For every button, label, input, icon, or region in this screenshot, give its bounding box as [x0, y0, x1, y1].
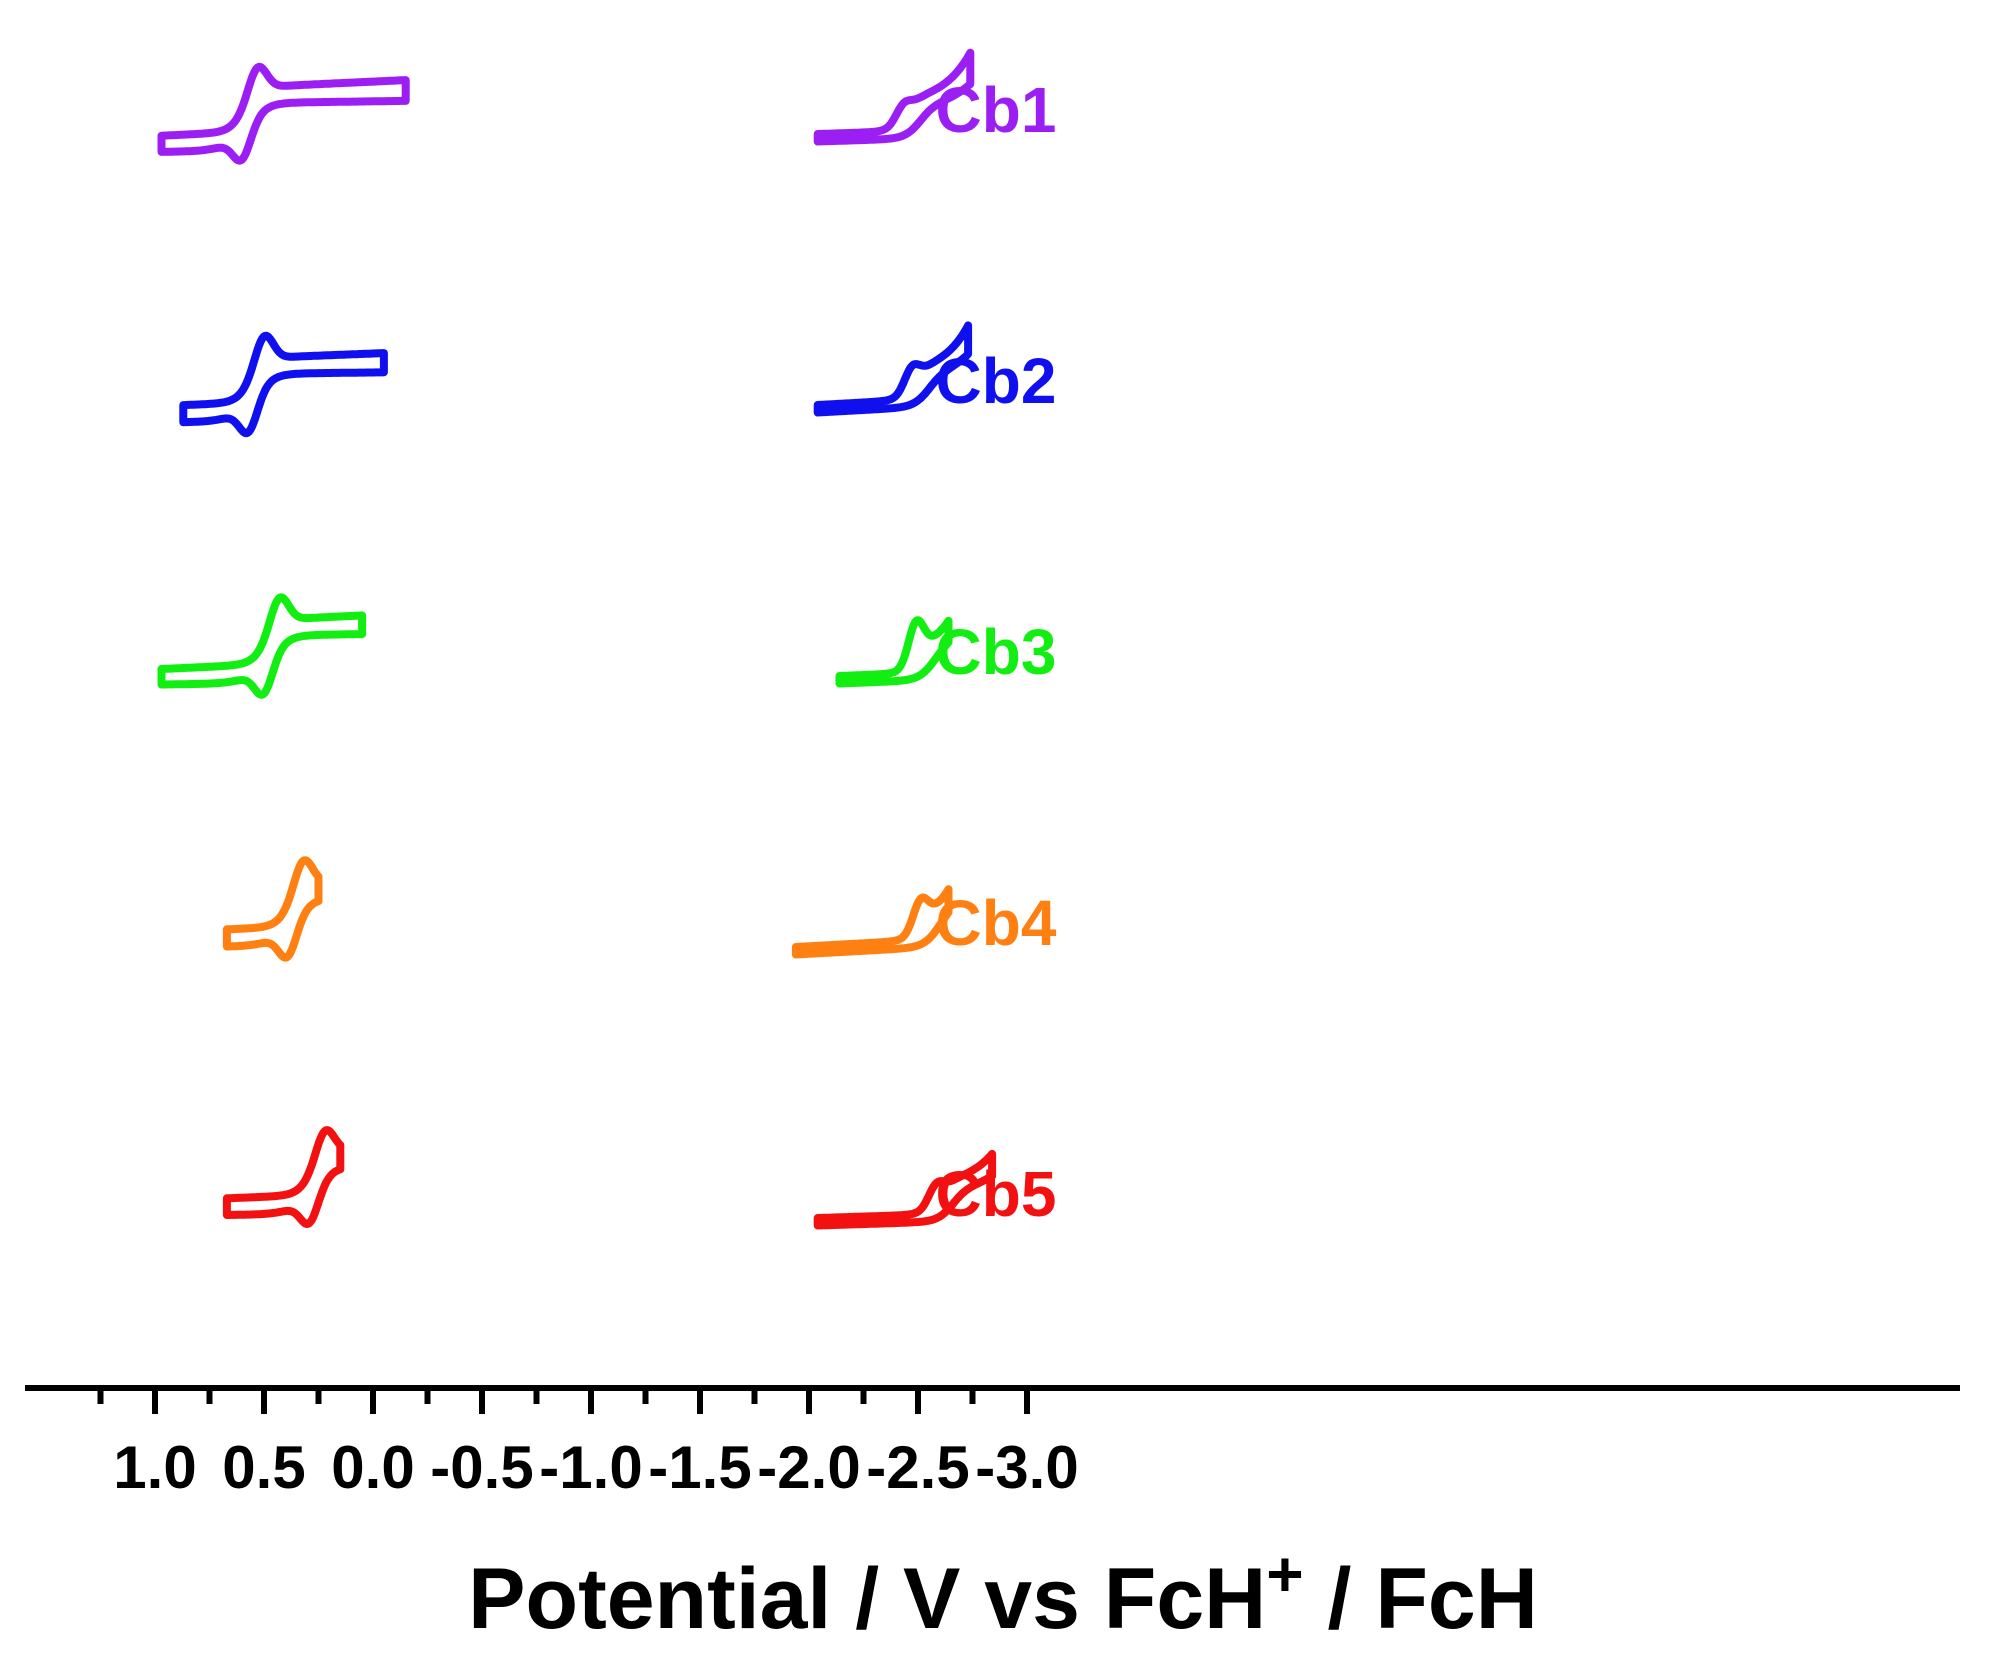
x-tick-label: 0.5	[222, 1434, 305, 1501]
x-tick-label: -2.5	[866, 1434, 969, 1501]
x-axis-title-superscript: +	[1266, 1538, 1303, 1610]
x-tick-label: -2.0	[757, 1434, 860, 1501]
series-label: Cb4	[936, 887, 1057, 959]
cv-reduction-trace	[835, 616, 953, 688]
series-label: Cb3	[936, 616, 1057, 688]
cv-reduction-trace	[813, 1149, 997, 1230]
x-axis-tick-labels: 1.0 0.5 0.0 -0.5 -1.0 -1.5 -2.0 -2.5 -3.0	[113, 1434, 1078, 1501]
series-label: Cb1	[936, 74, 1057, 146]
cv-traces	[157, 48, 997, 1230]
series-label: Cb2	[936, 345, 1057, 417]
x-axis-title-tail: / FcH	[1304, 1551, 1538, 1647]
x-tick-label: -3.0	[975, 1434, 1078, 1501]
x-tick-label: -0.5	[430, 1434, 533, 1501]
series-label: Cb5	[936, 1158, 1057, 1230]
series-labels: Cb1 Cb2 Cb3 Cb4 Cb5	[936, 74, 1057, 1230]
cv-oxidation-trace	[157, 593, 367, 699]
cv-oxidation-trace	[157, 62, 410, 165]
cv-reduction-trace	[791, 885, 953, 959]
x-tick-label: 1.0	[113, 1434, 196, 1501]
cv-oxidation-trace	[179, 331, 388, 438]
cv-oxidation-trace	[222, 1126, 345, 1228]
cv-reduction-trace	[813, 48, 975, 146]
x-tick-label: -1.5	[648, 1434, 751, 1501]
x-axis-title: Potential / V vs FcH+ / FcH	[468, 1538, 1538, 1647]
x-axis-ticks	[97, 1388, 1030, 1414]
x-axis-title-main: Potential / V vs FcH	[468, 1551, 1266, 1647]
cv-reduction-trace	[813, 321, 973, 417]
x-tick-label: 0.0	[331, 1434, 414, 1501]
cv-oxidation-trace	[222, 856, 323, 962]
x-tick-label: -1.0	[539, 1434, 642, 1501]
